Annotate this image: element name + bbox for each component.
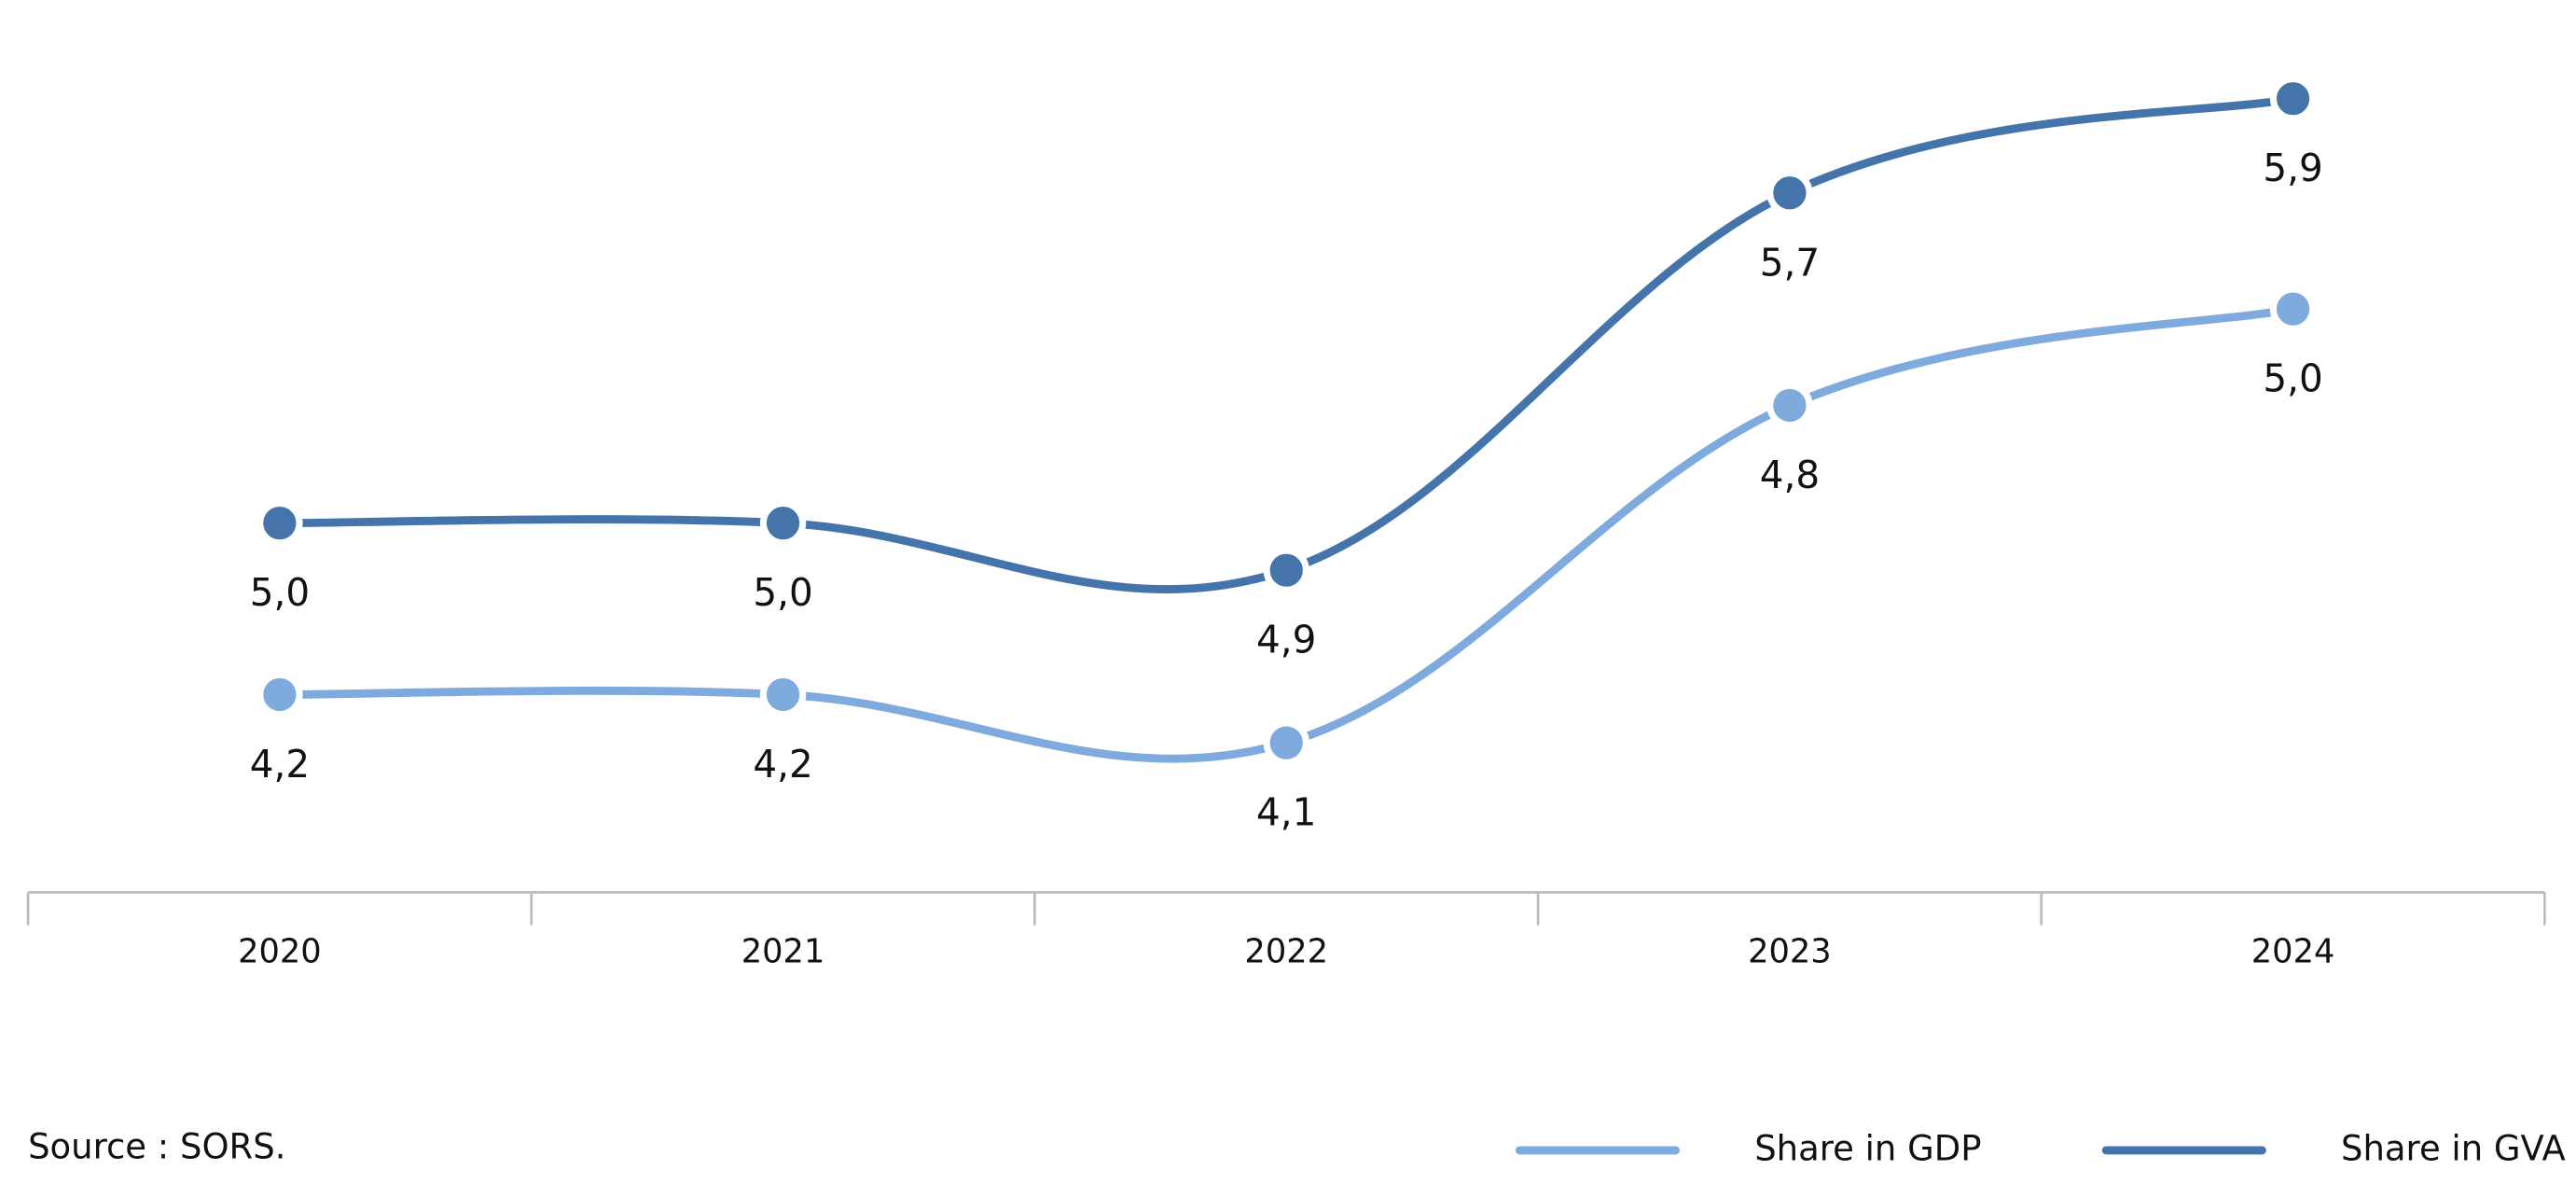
data-label: 4,8	[1760, 453, 1820, 497]
series-line	[275, 304, 2297, 763]
data-point	[2269, 286, 2317, 332]
x-tick-label: 2024	[2251, 933, 2335, 971]
data-point	[256, 499, 303, 547]
data-label: 5,0	[753, 570, 812, 615]
x-tick-label: 2023	[1748, 933, 1832, 971]
data-point	[1766, 170, 1813, 216]
data-label: 4,9	[1256, 618, 1316, 662]
data-label: 5,9	[2263, 146, 2322, 190]
data-point	[759, 499, 807, 547]
data-label: 4,2	[753, 742, 812, 787]
legend-label: Share in GDP	[1754, 1128, 1981, 1168]
data-point	[1263, 547, 1309, 593]
x-tick-label: 2020	[238, 933, 322, 971]
data-point	[2269, 76, 2317, 122]
x-tick-label: 2021	[741, 933, 825, 971]
data-label: 5,0	[2263, 356, 2322, 401]
data-label: 4,2	[250, 742, 310, 787]
data-point	[759, 671, 807, 718]
data-point	[256, 671, 303, 718]
data-label: 4,1	[1256, 790, 1316, 835]
data-label: 5,7	[1760, 240, 1820, 285]
data-point	[1766, 382, 1813, 429]
source-note: Source : SORS.	[28, 1127, 285, 1167]
data-label: 5,0	[250, 570, 310, 615]
legend-label: Share in GVA	[2341, 1128, 2566, 1168]
data-point	[1263, 719, 1309, 766]
x-tick-label: 2022	[1244, 933, 1328, 971]
